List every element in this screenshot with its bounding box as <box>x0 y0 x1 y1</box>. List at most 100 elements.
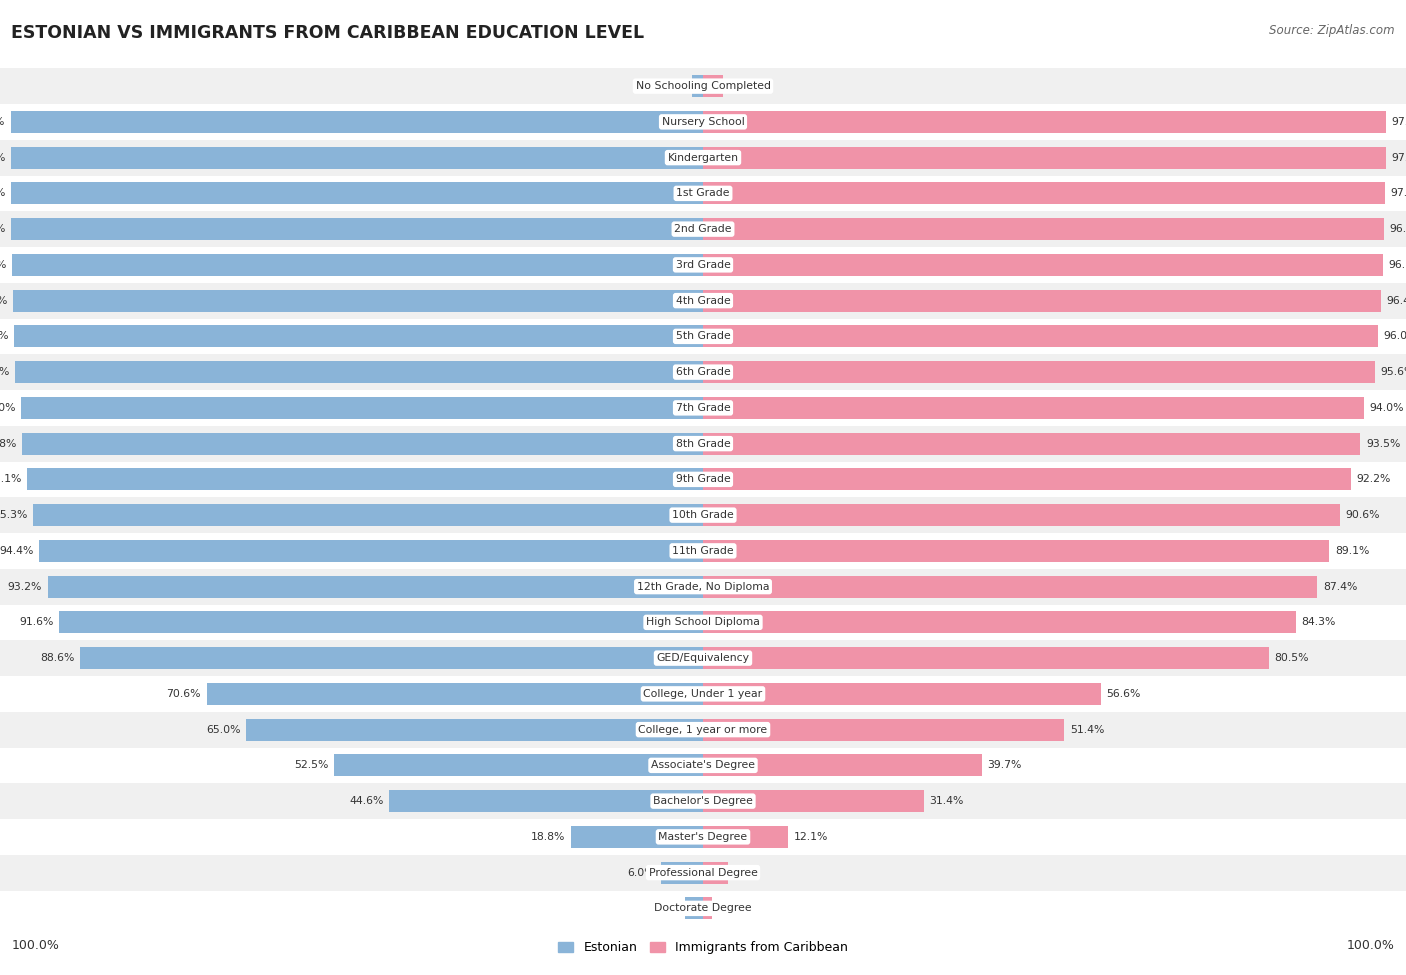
Bar <box>686 897 703 919</box>
Text: 92.2%: 92.2% <box>1357 475 1391 485</box>
Bar <box>703 755 981 776</box>
Text: 1st Grade: 1st Grade <box>676 188 730 198</box>
Text: 51.4%: 51.4% <box>1070 724 1104 734</box>
Text: 95.3%: 95.3% <box>0 510 28 520</box>
Bar <box>0 212 1406 247</box>
Text: College, 1 year or more: College, 1 year or more <box>638 724 768 734</box>
Bar <box>21 397 703 419</box>
Text: 2.9%: 2.9% <box>730 81 756 91</box>
Bar <box>703 790 924 812</box>
Bar <box>703 290 1381 312</box>
Bar <box>703 182 1385 205</box>
Bar <box>703 361 1375 383</box>
Bar <box>13 254 703 276</box>
Bar <box>14 326 703 347</box>
Bar <box>0 676 1406 712</box>
Text: 96.7%: 96.7% <box>1389 260 1406 270</box>
Bar <box>11 182 703 205</box>
Text: 7th Grade: 7th Grade <box>676 403 730 412</box>
Bar <box>703 504 1340 526</box>
Text: Master's Degree: Master's Degree <box>658 832 748 841</box>
Text: 6th Grade: 6th Grade <box>676 368 730 377</box>
Text: 96.1%: 96.1% <box>0 475 22 485</box>
Bar <box>0 855 1406 890</box>
Text: 98.4%: 98.4% <box>0 224 6 234</box>
Text: 18.8%: 18.8% <box>531 832 565 841</box>
Text: 96.0%: 96.0% <box>1384 332 1406 341</box>
Text: High School Diploma: High School Diploma <box>647 617 759 627</box>
Text: 98.4%: 98.4% <box>0 153 6 163</box>
Text: 2.5%: 2.5% <box>652 904 681 914</box>
Text: 94.4%: 94.4% <box>0 546 34 556</box>
Bar <box>703 826 787 848</box>
Bar <box>0 712 1406 748</box>
Text: 96.4%: 96.4% <box>1386 295 1406 305</box>
Text: 12.1%: 12.1% <box>793 832 828 841</box>
Bar <box>571 826 703 848</box>
Bar <box>0 748 1406 783</box>
Bar <box>692 75 703 98</box>
Text: 44.6%: 44.6% <box>350 797 384 806</box>
Bar <box>0 783 1406 819</box>
Text: 1.3%: 1.3% <box>718 904 745 914</box>
Bar <box>389 790 703 812</box>
Bar <box>0 247 1406 283</box>
Text: Professional Degree: Professional Degree <box>648 868 758 878</box>
Text: 90.6%: 90.6% <box>1346 510 1381 520</box>
Text: Doctorate Degree: Doctorate Degree <box>654 904 752 914</box>
Bar <box>703 111 1385 133</box>
Text: 9th Grade: 9th Grade <box>676 475 730 485</box>
Bar <box>11 218 703 240</box>
Text: 4th Grade: 4th Grade <box>676 295 730 305</box>
Bar <box>335 755 703 776</box>
Text: Kindergarten: Kindergarten <box>668 153 738 163</box>
Text: College, Under 1 year: College, Under 1 year <box>644 689 762 699</box>
Bar <box>0 890 1406 926</box>
Bar <box>11 146 703 169</box>
Text: 96.9%: 96.9% <box>1391 224 1406 234</box>
Text: 2nd Grade: 2nd Grade <box>675 224 731 234</box>
Text: 100.0%: 100.0% <box>1347 939 1395 953</box>
Bar <box>59 611 703 634</box>
Bar <box>703 326 1378 347</box>
Bar <box>0 604 1406 641</box>
Text: 10th Grade: 10th Grade <box>672 510 734 520</box>
Bar <box>0 319 1406 354</box>
Text: 84.3%: 84.3% <box>1302 617 1336 627</box>
Bar <box>703 254 1384 276</box>
Text: 56.6%: 56.6% <box>1107 689 1140 699</box>
Bar <box>0 139 1406 176</box>
Bar <box>703 397 1364 419</box>
Bar <box>0 283 1406 319</box>
Bar <box>0 533 1406 568</box>
Bar <box>703 540 1330 562</box>
Bar <box>39 540 703 562</box>
Bar <box>0 68 1406 104</box>
Text: 6.0%: 6.0% <box>627 868 655 878</box>
Text: 88.6%: 88.6% <box>41 653 75 663</box>
Text: 89.1%: 89.1% <box>1336 546 1369 556</box>
Text: 5th Grade: 5th Grade <box>676 332 730 341</box>
Text: Nursery School: Nursery School <box>662 117 744 127</box>
Text: 97.1%: 97.1% <box>1392 117 1406 127</box>
Bar <box>0 461 1406 497</box>
Text: 97.0%: 97.0% <box>0 403 15 412</box>
Bar <box>703 468 1351 490</box>
Text: 98.0%: 98.0% <box>0 332 8 341</box>
Text: 1.6%: 1.6% <box>658 81 686 91</box>
Text: 93.5%: 93.5% <box>1367 439 1400 448</box>
Legend: Estonian, Immigrants from Caribbean: Estonian, Immigrants from Caribbean <box>554 936 852 959</box>
Bar <box>703 897 713 919</box>
Text: 94.0%: 94.0% <box>1369 403 1405 412</box>
Text: Bachelor's Degree: Bachelor's Degree <box>652 797 754 806</box>
Text: 11th Grade: 11th Grade <box>672 546 734 556</box>
Text: 97.1%: 97.1% <box>1392 153 1406 163</box>
Bar <box>11 111 703 133</box>
Text: 93.2%: 93.2% <box>8 582 42 592</box>
Text: 98.4%: 98.4% <box>0 188 6 198</box>
Bar <box>0 568 1406 604</box>
Text: ESTONIAN VS IMMIGRANTS FROM CARIBBEAN EDUCATION LEVEL: ESTONIAN VS IMMIGRANTS FROM CARIBBEAN ED… <box>11 24 644 42</box>
Bar <box>0 426 1406 461</box>
Bar <box>703 218 1385 240</box>
Bar <box>661 862 703 883</box>
